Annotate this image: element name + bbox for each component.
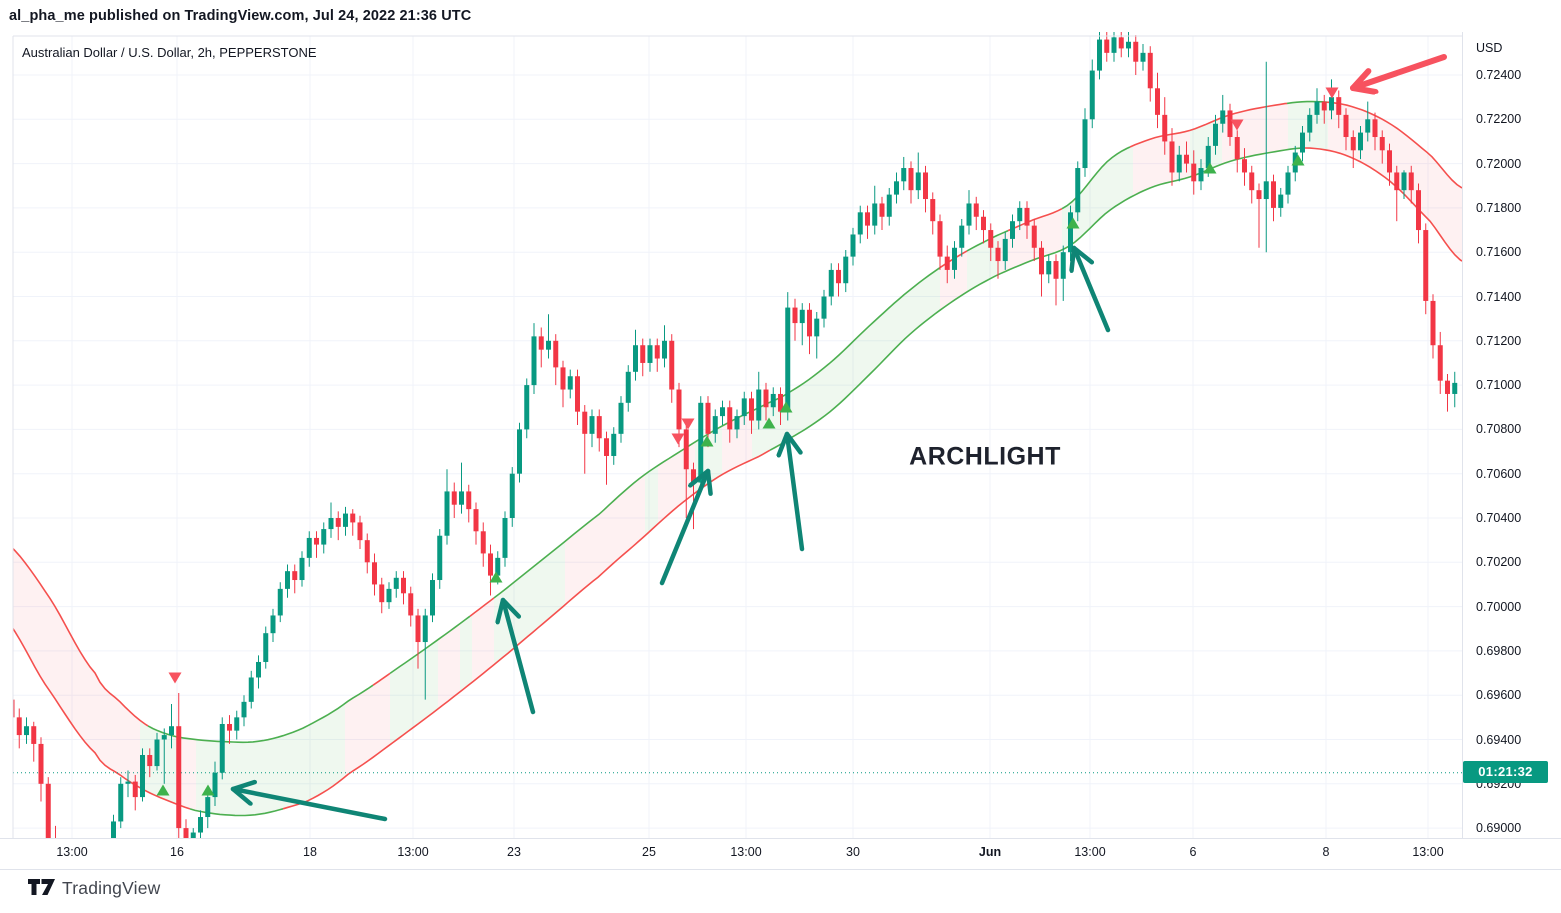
price-axis-label: 0.70400 bbox=[1476, 511, 1522, 525]
teal-annotation-arrow bbox=[503, 597, 536, 715]
sell-signal-icon bbox=[168, 672, 182, 684]
time-axis-label: 6 bbox=[1189, 845, 1197, 859]
time-axis-label: 18 bbox=[303, 845, 317, 859]
time-axis-label: 13:00 bbox=[56, 845, 88, 859]
price-axis-label: 0.71800 bbox=[1476, 200, 1522, 215]
price-axis-label: 0.69800 bbox=[1476, 643, 1522, 658]
time-axis-label: 23 bbox=[507, 845, 521, 859]
price-axis-label: 0.71200 bbox=[1476, 333, 1522, 348]
signals bbox=[156, 87, 1339, 796]
time-axis-label: 30 bbox=[846, 845, 860, 859]
price-axis-label: 0.70200 bbox=[1476, 555, 1522, 570]
price-axis-label: 0.70000 bbox=[1476, 599, 1522, 614]
time-axis-label: 13:00 bbox=[1412, 845, 1444, 859]
buy-signal-icon bbox=[700, 435, 714, 447]
sell-signal-icon bbox=[1325, 87, 1339, 99]
indicator-watermark: ARCHLIGHT bbox=[909, 442, 1061, 471]
chart-pane[interactable]: Australian Dollar / U.S. Dollar, 2h, PEP… bbox=[0, 32, 1561, 870]
time-axis-label: 13:00 bbox=[730, 845, 762, 859]
teal-annotation-arrow bbox=[230, 789, 388, 822]
time-axis-label: 13:00 bbox=[1074, 845, 1106, 859]
sell-signal-icon bbox=[1230, 119, 1244, 131]
tradingview-logo-text: TradingView bbox=[62, 878, 161, 898]
price-axis-label: 0.72000 bbox=[1476, 156, 1522, 171]
buy-signal-icon bbox=[1291, 154, 1305, 166]
footer: TradingView bbox=[0, 868, 1561, 913]
tradingview-logo-icon bbox=[28, 879, 55, 895]
buy-signal-icon bbox=[1203, 162, 1217, 174]
currency-label: USD bbox=[1476, 41, 1503, 55]
candles bbox=[13, 32, 1458, 838]
time-axis-label: 16 bbox=[170, 845, 184, 859]
chart-legend[interactable]: Australian Dollar / U.S. Dollar, 2h, PEP… bbox=[22, 45, 317, 60]
price-axis-label: 0.70600 bbox=[1476, 466, 1522, 481]
teal-annotation-arrow bbox=[659, 468, 708, 586]
price-axis-label: 0.71400 bbox=[1476, 289, 1522, 304]
price-axis-label: 0.70800 bbox=[1476, 422, 1522, 437]
time-axis-label: 13:00 bbox=[397, 845, 429, 859]
price-axis-label: 0.69000 bbox=[1476, 821, 1522, 836]
buy-signal-icon bbox=[762, 417, 776, 429]
bar-countdown-badge: 01:21:32 bbox=[1463, 761, 1548, 783]
time-axis-label: 25 bbox=[642, 845, 656, 859]
publish-info: al_pha_me published on TradingView.com, … bbox=[9, 8, 472, 24]
time-axis[interactable]: 13:00 16 18 13:00 23 25 13:00 30 Jun 13:00 6 8 13:00 bbox=[0, 838, 1561, 870]
buy-signal-icon bbox=[1066, 217, 1080, 229]
tradingview-logo[interactable]: TradingView bbox=[28, 878, 161, 899]
teal-annotation-arrow bbox=[787, 431, 805, 552]
chart-canvas[interactable] bbox=[0, 32, 1561, 868]
red-annotation-arrow bbox=[1350, 54, 1447, 88]
buy-signal-icon bbox=[779, 401, 793, 413]
buy-signal-icon bbox=[201, 784, 215, 796]
price-axis-label: 0.69400 bbox=[1476, 732, 1522, 747]
time-axis-label: 8 bbox=[1322, 845, 1330, 859]
price-axis-label: 0.72200 bbox=[1476, 112, 1522, 127]
price-axis-label: 0.71600 bbox=[1476, 245, 1522, 260]
price-axis-label: 0.72400 bbox=[1476, 68, 1522, 82]
price-axis-label: 0.71000 bbox=[1476, 378, 1522, 393]
price-axis-label: 0.69600 bbox=[1476, 688, 1522, 703]
buy-signal-icon bbox=[489, 571, 503, 583]
teal-annotation-arrow bbox=[1074, 245, 1111, 333]
price-axis[interactable]: 0.72400 0.72200 0.72000 0.71800 0.71600 0.714… bbox=[1462, 32, 1561, 868]
sell-signal-icon bbox=[671, 433, 685, 445]
sell-signal-icon bbox=[681, 418, 695, 430]
time-axis-label: Jun bbox=[978, 845, 1002, 859]
buy-signal-icon bbox=[156, 784, 170, 796]
